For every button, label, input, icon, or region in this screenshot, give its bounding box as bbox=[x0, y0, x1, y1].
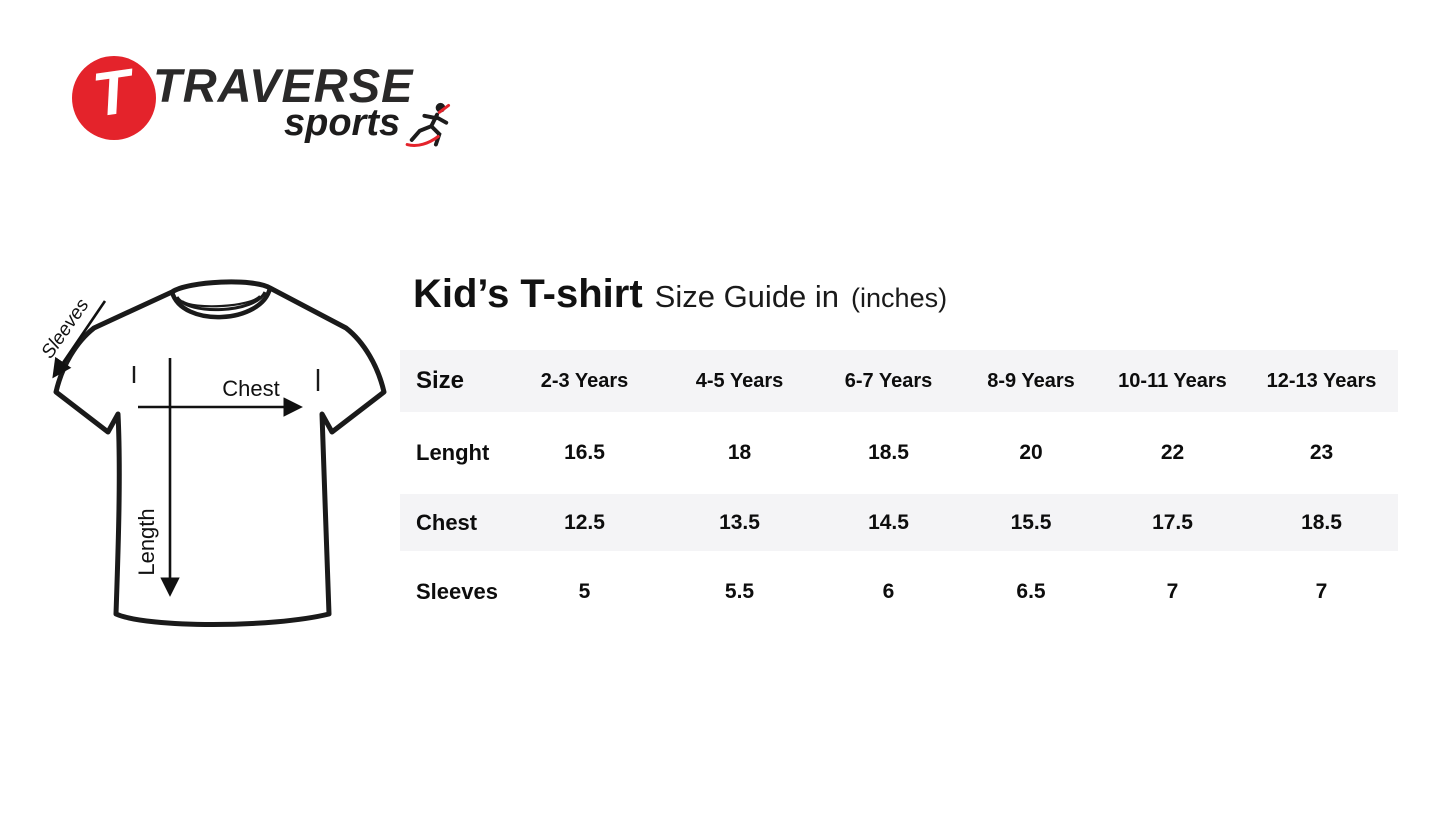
length-value-2-3: 16.5 bbox=[564, 441, 605, 464]
logo-t-letter: T bbox=[88, 56, 136, 131]
tshirt-outline bbox=[53, 279, 387, 627]
sleeves-value-4-5: 5.5 bbox=[724, 579, 755, 603]
sleeves-value-6-7: 6 bbox=[882, 579, 895, 603]
length-value-12-13: 23 bbox=[1309, 441, 1334, 464]
chest-value-6-7: 14.5 bbox=[868, 510, 909, 534]
title-unit: (inches) bbox=[851, 283, 948, 313]
chest-value-4-5: 13.5 bbox=[719, 510, 760, 534]
length-value-6-7: 18.5 bbox=[868, 441, 909, 464]
tshirt-measurement-diagram: Sleeves Chest Length bbox=[38, 279, 387, 627]
row-label-length: Lenght bbox=[416, 440, 490, 465]
header-cell-10-11: 10-11 Years bbox=[1118, 369, 1227, 392]
length-value-4-5: 18 bbox=[727, 441, 752, 464]
chest-value-2-3: 12.5 bbox=[564, 510, 605, 534]
title-product: Kid’s T-shirt bbox=[413, 272, 643, 316]
header-cell-4-5: 4-5 Years bbox=[695, 369, 784, 392]
sleeves-value-8-9: 6.5 bbox=[1016, 579, 1046, 603]
runner-icon bbox=[405, 102, 451, 147]
header-cell-8-9: 8-9 Years bbox=[987, 369, 1075, 392]
header-cell-6-7: 6-7 Years bbox=[844, 369, 933, 392]
length-value-10-11: 22 bbox=[1160, 441, 1185, 464]
table-row-sleeves: Sleeves 5 5.5 6 6.5 7 7 bbox=[400, 551, 1398, 632]
row-label-chest: Chest bbox=[416, 509, 478, 535]
table-row-length: Lenght 16.5 18 18.5 20 22 23 bbox=[400, 412, 1398, 494]
logo-t-badge: T bbox=[72, 56, 156, 140]
chest-value-10-11: 17.5 bbox=[1152, 510, 1193, 534]
sleeves-value-10-11: 7 bbox=[1166, 579, 1179, 603]
row-label-sleeves: Sleeves bbox=[416, 578, 498, 604]
chest-value-12-13: 18.5 bbox=[1301, 510, 1342, 534]
page-title: Kid’s T-shirt Size Guide in (inches) bbox=[413, 272, 947, 317]
title-subtitle: Size Guide in bbox=[654, 279, 840, 314]
chest-value-8-9: 15.5 bbox=[1010, 510, 1052, 534]
sleeves-value-12-13: 7 bbox=[1315, 579, 1328, 603]
sleeves-value-2-3: 5 bbox=[578, 579, 591, 603]
sleeves-measure-arrow bbox=[52, 300, 107, 379]
header-cell-size: Size bbox=[416, 367, 465, 394]
brand-logo: T TRAVERSE sports bbox=[0, 0, 460, 170]
chest-label: Chest bbox=[222, 376, 279, 401]
size-guide-table: Size 2-3 Years 4-5 Years 6-7 Years 8-9 Y… bbox=[400, 350, 1398, 632]
table-header-row: Size 2-3 Years 4-5 Years 6-7 Years 8-9 Y… bbox=[400, 350, 1398, 412]
length-value-8-9: 20 bbox=[1019, 441, 1043, 464]
header-cell-12-13: 12-13 Years bbox=[1266, 369, 1377, 392]
brand-subname: sports bbox=[284, 102, 401, 144]
header-cell-2-3: 2-3 Years bbox=[540, 369, 629, 392]
brand-name: TRAVERSE bbox=[153, 59, 414, 112]
table-row-chest: Chest 12.5 13.5 14.5 15.5 17.5 18.5 bbox=[400, 494, 1398, 551]
length-label: Length bbox=[134, 508, 159, 575]
